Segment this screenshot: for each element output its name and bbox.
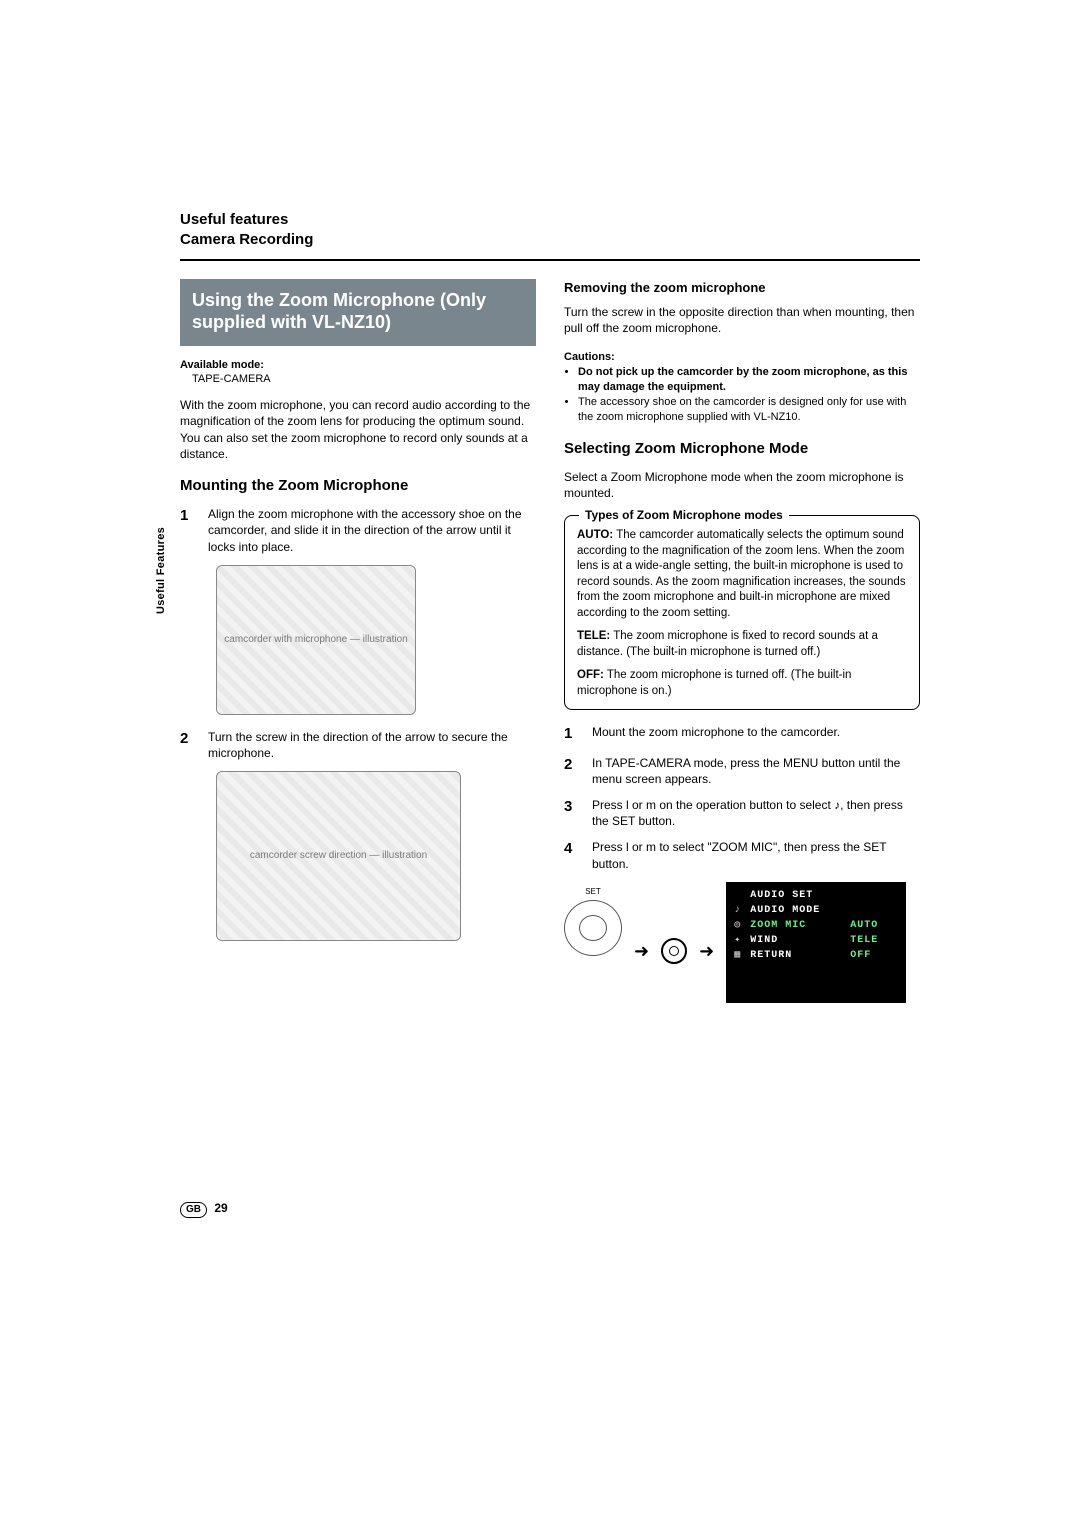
operation-button-graphic: SET xyxy=(564,882,622,956)
set-label: SET xyxy=(585,887,601,898)
list-item: 1 Align the zoom microphone with the acc… xyxy=(180,506,536,555)
menu-row-value: TELE xyxy=(850,933,898,948)
arrow-right-icon: ➜ xyxy=(699,939,714,963)
arrow-right-icon: ➜ xyxy=(634,939,649,963)
step-text: Mount the zoom microphone to the camcord… xyxy=(592,724,920,744)
list-item: 1 Mount the zoom microphone to the camco… xyxy=(564,724,920,744)
list-item: 2 In TAPE-CAMERA mode, press the MENU bu… xyxy=(564,755,920,787)
mode-tele: TELE: The zoom microphone is fixed to re… xyxy=(577,629,907,660)
page-footer: GB 29 xyxy=(180,1200,228,1218)
menu-row: ▦RETURNOFF xyxy=(734,948,898,963)
cautions-label: Cautions: xyxy=(564,350,920,365)
mode-key: OFF: xyxy=(577,669,604,681)
mode-text: The camcorder automatically selects the … xyxy=(577,529,906,619)
removing-text: Turn the screw in the opposite direction… xyxy=(564,304,920,336)
right-column: Removing the zoom microphone Turn the sc… xyxy=(564,279,920,1003)
menu-row-icon: ✦ xyxy=(734,933,750,948)
modes-legend: Types of Zoom Microphone modes xyxy=(579,507,789,523)
step-number: 2 xyxy=(564,755,578,787)
list-item: 3 Press l or m on the operation button t… xyxy=(564,797,920,829)
selecting-heading: Selecting Zoom Microphone Mode xyxy=(564,439,920,459)
caution-item-bold: Do not pick up the camcorder by the zoom… xyxy=(578,365,920,395)
menu-illustration: SET ➜ ➜ AUDIO SET ♪AUDIO MODE ◎ZOOM MICA… xyxy=(564,882,920,1003)
menu-row: ♪AUDIO MODE xyxy=(734,903,898,918)
available-mode: Available mode: TAPE-CAMERA xyxy=(180,358,536,388)
page-number: 29 xyxy=(214,1201,227,1215)
list-item: 4 Press l or m to select "ZOOM MIC", the… xyxy=(564,839,920,871)
step-text: Press l or m to select "ZOOM MIC", then … xyxy=(592,839,920,871)
mounting-steps-2: 2 Turn the screw in the direction of the… xyxy=(180,729,536,761)
menu-row-label: RETURN xyxy=(750,948,850,963)
header-rule xyxy=(180,259,920,261)
mode-off: OFF: The zoom microphone is turned off. … xyxy=(577,668,907,699)
selecting-text: Select a Zoom Microphone mode when the z… xyxy=(564,469,920,501)
menu-row-label: AUDIO MODE xyxy=(750,903,850,918)
two-column-layout: Using the Zoom Microphone (Only supplied… xyxy=(180,279,920,1003)
menu-row-value: AUTO xyxy=(850,918,898,933)
feature-banner: Using the Zoom Microphone (Only supplied… xyxy=(180,279,536,346)
step-number: 2 xyxy=(180,729,194,761)
mode-auto: AUTO: The camcorder automatically select… xyxy=(577,528,907,621)
menu-row: ◎ZOOM MICAUTO xyxy=(734,918,898,933)
header-line-1: Useful features xyxy=(180,210,920,230)
dpad-icon: SET xyxy=(564,900,622,956)
step-text: Turn the screw in the direction of the a… xyxy=(208,729,536,761)
step-text: In TAPE-CAMERA mode, press the MENU butt… xyxy=(592,755,920,787)
step-number: 4 xyxy=(564,839,578,871)
menu-row-icon xyxy=(734,888,750,903)
menu-row-value: OFF xyxy=(850,948,898,963)
step-text: Align the zoom microphone with the acces… xyxy=(208,506,536,555)
mode-text: The zoom microphone is fixed to record s… xyxy=(577,630,878,658)
left-column: Using the Zoom Microphone (Only supplied… xyxy=(180,279,536,1003)
region-badge: GB xyxy=(180,1202,207,1218)
menu-row-value xyxy=(850,903,898,918)
set-button-icon xyxy=(661,938,687,964)
menu-row-icon: ♪ xyxy=(734,903,750,918)
list-item: 2 Turn the screw in the direction of the… xyxy=(180,729,536,761)
header-line-2: Camera Recording xyxy=(180,230,920,250)
step-number: 1 xyxy=(180,506,194,555)
menu-row-icon: ◎ xyxy=(734,918,750,933)
caution-item: The accessory shoe on the camcorder is d… xyxy=(578,395,920,425)
menu-row: ✦WINDTELE xyxy=(734,933,898,948)
menu-row-icon: ▦ xyxy=(734,948,750,963)
step-number: 1 xyxy=(564,724,578,744)
selecting-steps: 1 Mount the zoom microphone to the camco… xyxy=(564,724,920,871)
illustration-mount: camcorder with microphone — illustration xyxy=(216,565,416,715)
menu-screen: AUDIO SET ♪AUDIO MODE ◎ZOOM MICAUTO ✦WIN… xyxy=(726,882,906,1003)
step-text: Press l or m on the operation button to … xyxy=(592,797,920,829)
available-mode-value: TAPE-CAMERA xyxy=(192,372,536,387)
step-number: 3 xyxy=(564,797,578,829)
modes-box: Types of Zoom Microphone modes AUTO: The… xyxy=(564,515,920,710)
mounting-steps: 1 Align the zoom microphone with the acc… xyxy=(180,506,536,555)
cautions-block: Cautions: Do not pick up the camcorder b… xyxy=(564,350,920,424)
illustration-secure: camcorder screw direction — illustration xyxy=(216,771,461,941)
mounting-heading: Mounting the Zoom Microphone xyxy=(180,476,536,496)
mode-text: The zoom microphone is turned off. (The … xyxy=(577,669,851,697)
intro-paragraph: With the zoom microphone, you can record… xyxy=(180,397,536,462)
removing-heading: Removing the zoom microphone xyxy=(564,279,920,297)
menu-row-label: WIND xyxy=(750,933,850,948)
section-header: Useful features Camera Recording xyxy=(180,210,920,251)
menu-row-label: ZOOM MIC xyxy=(750,918,850,933)
mode-key: AUTO: xyxy=(577,529,613,541)
side-tab-label: Useful Features xyxy=(154,527,169,614)
mode-key: TELE: xyxy=(577,630,610,642)
available-mode-label: Available mode: xyxy=(180,358,536,373)
menu-title: AUDIO SET xyxy=(750,888,850,903)
